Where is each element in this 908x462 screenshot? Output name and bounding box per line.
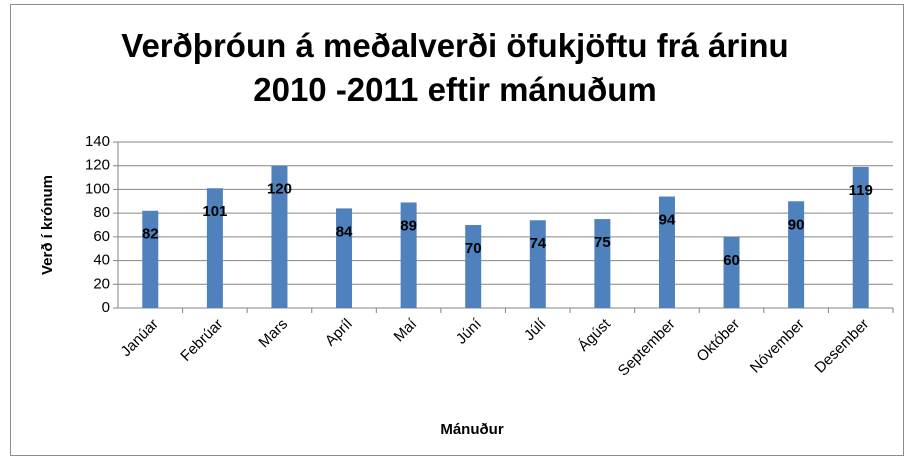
data-label: 82 bbox=[142, 226, 159, 243]
y-tick-label: 80 bbox=[93, 204, 110, 221]
bar bbox=[788, 201, 805, 308]
chart-border bbox=[10, 4, 904, 456]
x-tick-label: Júlí bbox=[521, 315, 550, 344]
bar bbox=[336, 208, 353, 308]
bar bbox=[400, 202, 417, 308]
bar bbox=[142, 210, 159, 308]
data-label: 120 bbox=[267, 181, 292, 198]
bar bbox=[206, 188, 223, 308]
bar bbox=[723, 236, 740, 308]
x-tick-label: Janúar bbox=[117, 316, 161, 360]
y-tick-label: 20 bbox=[93, 275, 110, 292]
chart-title: Verðþróun á meðalverði öfukjöftu frá ári… bbox=[121, 27, 789, 108]
bar bbox=[271, 165, 288, 308]
x-tick-label: Apríl bbox=[322, 316, 356, 350]
x-tick-label: September bbox=[615, 316, 679, 380]
data-label: 94 bbox=[659, 212, 676, 229]
x-tick-label: Ágúst bbox=[575, 315, 615, 355]
bar bbox=[594, 219, 611, 308]
data-label: 74 bbox=[529, 235, 546, 252]
y-tick-label: 120 bbox=[85, 157, 110, 174]
x-tick-label: Maí bbox=[391, 315, 421, 345]
x-axis-label: Mánuður bbox=[440, 421, 503, 438]
data-label: 89 bbox=[400, 217, 417, 234]
data-label: 60 bbox=[723, 252, 740, 269]
x-tick-label: Febrúar bbox=[177, 316, 226, 365]
bar bbox=[529, 220, 546, 308]
x-tick-label: Desember bbox=[811, 316, 872, 377]
data-label: 84 bbox=[336, 223, 353, 240]
y-tick-label: 40 bbox=[93, 252, 110, 269]
x-tick-label: Nóvember bbox=[747, 316, 808, 377]
bar bbox=[852, 166, 869, 308]
x-tick-label: Mars bbox=[255, 316, 291, 352]
y-tick-label: 100 bbox=[85, 180, 110, 197]
bar bbox=[658, 196, 675, 308]
data-label: 90 bbox=[788, 216, 805, 233]
data-label: 75 bbox=[594, 234, 611, 251]
y-tick-label: 0 bbox=[102, 299, 110, 316]
y-tick-label: 140 bbox=[85, 133, 110, 150]
y-axis-label: Verð í krónum bbox=[39, 175, 56, 275]
data-label: 101 bbox=[202, 203, 227, 220]
bar bbox=[465, 225, 482, 308]
data-label: 119 bbox=[849, 182, 873, 199]
y-tick-label: 60 bbox=[93, 228, 110, 245]
data-label: 70 bbox=[465, 240, 482, 257]
x-tick-label: Júní bbox=[453, 315, 486, 348]
x-tick-label: Október bbox=[693, 316, 743, 366]
